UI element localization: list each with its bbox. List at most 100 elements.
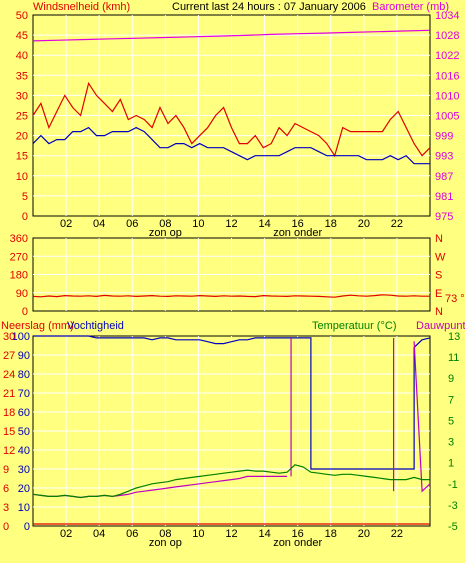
panel3-series bbox=[32, 335, 431, 525]
baro-tick-1034: 1034 bbox=[435, 10, 459, 22]
panel1-series bbox=[32, 29, 431, 165]
wind-tick-15: 15 bbox=[16, 151, 28, 163]
x-tick-label-04: 04 bbox=[93, 218, 105, 230]
humidity-tick-20: 20 bbox=[18, 483, 30, 495]
wind-speed-axis-title: Windsnelheid (kmh) bbox=[33, 1, 130, 13]
rain-tick-18: 18 bbox=[3, 407, 15, 419]
rain-tick-9: 9 bbox=[3, 464, 9, 476]
humidity-axis-title: Vochtigheid bbox=[67, 320, 124, 332]
baro-tick-1028: 1028 bbox=[435, 30, 459, 42]
panel3-left-ticks: 0 10 20 30 40 50 60 70 80 90 100 0 3 6 9 12 15 18 21 24 27 30 bbox=[3, 331, 30, 533]
temperature-tick-3: 3 bbox=[448, 437, 454, 449]
baro-tick-999: 999 bbox=[435, 131, 453, 143]
sunrise-label: zon op bbox=[149, 537, 182, 549]
wind-gust-series bbox=[32, 81, 431, 158]
panel2-left-ticks: 0 90 180 270 360 bbox=[10, 233, 28, 318]
panel1-left-ticks: 0 5 10 15 20 25 30 35 40 45 50 bbox=[16, 10, 28, 223]
sunrise-label: zon op bbox=[149, 227, 182, 239]
x-tick-label-12: 12 bbox=[225, 218, 237, 230]
humidity-series bbox=[33, 335, 431, 470]
panel3-x-ticks: 02 04 06 08 10 12 14 16 18 20 22 zon op zon onder bbox=[60, 528, 403, 549]
x-tick-label-12: 12 bbox=[225, 528, 237, 540]
humidity-tick-90: 90 bbox=[18, 350, 30, 362]
wind-tick-10: 10 bbox=[16, 171, 28, 183]
rain-tick-6: 6 bbox=[3, 483, 9, 495]
panel1-x-ticks: 02 04 06 08 10 12 14 16 18 20 22 zon op zon onder bbox=[60, 218, 403, 239]
humidity-tick-100: 100 bbox=[12, 331, 30, 343]
panel1-right-ticks: 975 981 987 993 999 1005 1010 1016 1022 1028 1034 bbox=[435, 10, 459, 223]
wind-tick-35: 35 bbox=[16, 70, 28, 82]
compass-tick-N: N bbox=[435, 306, 443, 318]
direction-tick-360: 360 bbox=[10, 233, 28, 245]
wind-tick-45: 45 bbox=[16, 30, 28, 42]
x-tick-label-18: 18 bbox=[325, 218, 337, 230]
temperature-tick--5: -5 bbox=[448, 521, 458, 533]
panel2-series bbox=[32, 294, 430, 298]
baro-tick-1016: 1016 bbox=[435, 70, 459, 82]
compass-tick-W: W bbox=[435, 251, 446, 263]
x-tick-label-22: 22 bbox=[391, 218, 403, 230]
temperature-tick--3: -3 bbox=[448, 500, 458, 512]
temperature-tick-11: 11 bbox=[448, 352, 459, 364]
wind-tick-30: 30 bbox=[16, 90, 28, 102]
sunset-label: zon onder bbox=[273, 227, 322, 239]
compass-tick-E: E bbox=[435, 288, 442, 300]
x-tick-label-10: 10 bbox=[192, 218, 204, 230]
sunset-label: zon onder bbox=[273, 537, 322, 549]
x-tick-label-22: 22 bbox=[391, 528, 403, 540]
wind-tick-20: 20 bbox=[16, 131, 28, 143]
x-tick-label-06: 06 bbox=[126, 218, 138, 230]
wind-barometer-panel: 0 5 10 15 20 25 30 35 40 45 50 975 981 987 993 999 1005… bbox=[16, 10, 460, 239]
humidity-temperature-panel: 0102030405060708090100036912151821242730… bbox=[3, 331, 460, 549]
x-tick-label-18: 18 bbox=[325, 528, 337, 540]
baro-tick-987: 987 bbox=[435, 171, 453, 183]
rain-tick-12: 12 bbox=[3, 445, 15, 457]
wind-tick-25: 25 bbox=[16, 111, 28, 123]
humidity-tick-10: 10 bbox=[18, 502, 30, 514]
temperature-axis-title: Temperatuur (°C) bbox=[312, 320, 396, 332]
temperature-series bbox=[32, 464, 430, 499]
x-tick-label-14: 14 bbox=[258, 528, 270, 540]
x-tick-label-20: 20 bbox=[358, 218, 370, 230]
barometer-series bbox=[32, 29, 431, 42]
temperature-tick-7: 7 bbox=[448, 394, 454, 406]
x-tick-label-14: 14 bbox=[258, 218, 270, 230]
rain-tick-21: 21 bbox=[3, 388, 15, 400]
baro-tick-993: 993 bbox=[435, 151, 453, 163]
baro-tick-1005: 1005 bbox=[435, 111, 459, 123]
direction-tick-0: 0 bbox=[22, 306, 28, 318]
x-tick-label-06: 06 bbox=[126, 528, 138, 540]
temperature-tick-1: 1 bbox=[448, 458, 454, 470]
direction-tick-90: 90 bbox=[16, 288, 28, 300]
humidity-tick-70: 70 bbox=[18, 388, 30, 400]
dewpoint-axis-title: Dauwpunt bbox=[416, 320, 465, 332]
baro-tick-1010: 1010 bbox=[435, 90, 459, 102]
rain-tick-0: 0 bbox=[3, 521, 9, 533]
direction-tick-180: 180 bbox=[10, 270, 28, 282]
panel1-grid bbox=[33, 15, 430, 216]
rain-tick-30: 30 bbox=[3, 331, 15, 343]
x-tick-label-02: 02 bbox=[60, 528, 72, 540]
rain-tick-15: 15 bbox=[3, 426, 15, 438]
wind-tick-5: 5 bbox=[22, 191, 28, 203]
wind-tick-40: 40 bbox=[16, 50, 28, 62]
rain-axis-title: Neerslag (mm) bbox=[1, 320, 74, 332]
temperature-tick--1: -1 bbox=[448, 479, 458, 491]
x-tick-label-04: 04 bbox=[93, 528, 105, 540]
wind-tick-0: 0 bbox=[22, 211, 28, 223]
temperature-tick-13: 13 bbox=[448, 331, 460, 343]
x-tick-label-10: 10 bbox=[192, 528, 204, 540]
wind-direction-series bbox=[32, 294, 430, 298]
x-tick-label-08: 08 bbox=[159, 528, 171, 540]
compass-tick-N: N bbox=[435, 233, 443, 245]
humidity-tick-80: 80 bbox=[18, 369, 30, 381]
chart-title: Current last 24 hours : 07 January 2006 bbox=[172, 1, 366, 13]
panel3-grid bbox=[33, 336, 430, 526]
wind-tick-50: 50 bbox=[16, 10, 28, 22]
compass-tick-S: S bbox=[435, 270, 442, 282]
rain-tick-3: 3 bbox=[3, 502, 9, 514]
